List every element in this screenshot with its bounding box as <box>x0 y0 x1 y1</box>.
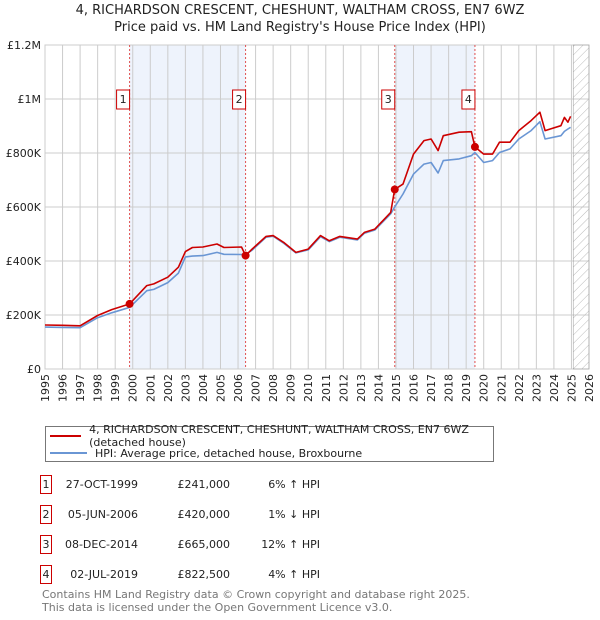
sale-price: £241,000 <box>177 478 231 491</box>
x-tick-label: 2017 <box>425 374 438 402</box>
x-tick-label: 1999 <box>109 374 122 402</box>
footer-licence: This data is licensed under the Open Gov… <box>42 601 393 614</box>
sale-marker: 1 <box>40 475 52 494</box>
sale-marker: 4 <box>40 565 52 584</box>
x-tick-label: 2010 <box>302 374 315 402</box>
sale-price: £665,000 <box>177 538 231 551</box>
sale-date: 08-DEC-2014 <box>64 538 138 551</box>
legend-item-property: 4, RICHARDSON CRESCENT, CHESHUNT, WALTHA… <box>46 423 493 449</box>
x-tick-label: 1998 <box>92 374 105 402</box>
x-tick-label: 2016 <box>408 374 421 402</box>
x-tick-label: 2015 <box>390 374 403 402</box>
sale-price: £822,500 <box>177 568 231 581</box>
x-tick-label: 2026 <box>583 374 596 402</box>
sale-marker: 3 <box>40 535 52 554</box>
chart-subtitle: Price paid vs. HM Land Registry's House … <box>114 20 486 35</box>
chart-title: 4, RICHARDSON CRESCENT, CHESHUNT, WALTHA… <box>75 3 525 18</box>
chart-legend: 4, RICHARDSON CRESCENT, CHESHUNT, WALTHA… <box>45 423 494 462</box>
y-tick-label: £400K <box>6 255 42 268</box>
sale-date: 27-OCT-1999 <box>65 478 138 491</box>
property-price-line <box>44 111 572 327</box>
sale-point <box>241 251 250 260</box>
price-chart: 1995 1996 1997 1998 1999 2000 2001 2002 2003 2004… <box>6 39 596 402</box>
x-tick-label: 1996 <box>57 374 70 402</box>
y-tick-label: £1.2M <box>7 39 41 52</box>
y-tick-label: £800K <box>6 147 42 160</box>
x-tick-label: 2025 <box>565 374 578 402</box>
sale-label: 2 <box>236 93 243 106</box>
y-tick-label: £200K <box>6 309 42 322</box>
hpi-change: 6% ↑ HPI <box>268 478 320 491</box>
legend-swatch-blue <box>50 452 87 454</box>
footer-copyright: Contains HM Land Registry data © Crown c… <box>42 588 470 601</box>
x-tick-label: 2012 <box>337 374 350 402</box>
x-tick-label: 2001 <box>144 374 157 402</box>
x-tick-label: 2003 <box>179 374 192 402</box>
sale-date: 05-JUN-2006 <box>67 508 138 521</box>
x-tick-label: 2022 <box>513 374 526 402</box>
transaction-row: 1 27-OCT-1999 £241,000 6% ↑ HPI <box>40 475 340 495</box>
x-tick-label: 2008 <box>267 374 280 402</box>
x-tick-label: 2007 <box>250 374 263 402</box>
transaction-row: 4 02-JUL-2019 £822,500 4% ↑ HPI <box>40 565 340 585</box>
x-tick-label: 2000 <box>127 374 140 402</box>
sale-marker: 2 <box>40 505 52 524</box>
x-tick-label: 2011 <box>320 374 333 402</box>
x-tick-label: 2005 <box>214 374 227 402</box>
sale-label: 1 <box>120 93 127 106</box>
sale-date: 02-JUL-2019 <box>70 568 138 581</box>
x-tick-label: 2013 <box>355 374 368 402</box>
legend-swatch-red <box>50 435 82 437</box>
sale-label-box <box>381 89 396 110</box>
sale-label-box <box>461 89 476 110</box>
x-tick-label: 2021 <box>495 374 508 402</box>
x-tick-label: 2004 <box>197 374 210 402</box>
y-tick-label: £1M <box>18 93 42 106</box>
sale-price: £420,000 <box>177 508 231 521</box>
x-tick-label: 1995 <box>39 374 52 402</box>
sale-label-box <box>116 89 131 110</box>
sale-label: 4 <box>465 93 472 106</box>
x-tick-label: 1997 <box>74 374 87 402</box>
x-tick-label: 2018 <box>443 374 456 402</box>
sale-point <box>470 142 479 151</box>
hpi-change: 4% ↑ HPI <box>268 568 320 581</box>
x-tick-label: 2014 <box>372 374 385 402</box>
x-tick-label: 2019 <box>460 374 473 402</box>
transaction-row: 3 08-DEC-2014 £665,000 12% ↑ HPI <box>40 535 340 555</box>
legend-item-hpi: HPI: Average price, detached house, Brox… <box>46 445 362 461</box>
x-tick-label: 2006 <box>232 374 245 402</box>
legend-label-property: 4, RICHARDSON CRESCENT, CHESHUNT, WALTHA… <box>89 423 469 449</box>
sale-point <box>390 185 399 194</box>
x-tick-label: 2009 <box>285 374 298 402</box>
forecast-hatch <box>572 44 590 370</box>
sale-label: 3 <box>385 93 392 106</box>
x-tick-label: 2024 <box>548 374 561 402</box>
sale-point <box>125 299 134 308</box>
x-tick-label: 2023 <box>530 374 543 402</box>
x-tick-label: 2020 <box>478 374 491 402</box>
hpi-change: 12% ↑ HPI <box>261 538 320 551</box>
y-tick-label: £0 <box>27 363 41 376</box>
y-tick-label: £600K <box>6 201 42 214</box>
sale-label-box <box>232 89 247 110</box>
legend-label-hpi: HPI: Average price, detached house, Brox… <box>95 446 363 460</box>
transaction-row: 2 05-JUN-2006 £420,000 1% ↓ HPI <box>40 505 340 525</box>
hpi-change: 1% ↓ HPI <box>268 508 320 521</box>
x-tick-label: 2002 <box>162 374 175 402</box>
